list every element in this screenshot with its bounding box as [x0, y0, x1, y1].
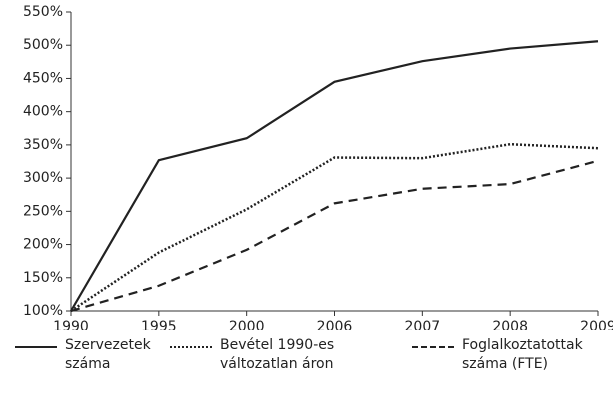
y-tick-label: 250% [23, 203, 63, 219]
x-tick-label: 2007 [405, 319, 441, 330]
legend-item: Foglalkoztatottak száma (FTE) [412, 336, 602, 374]
y-tick-label: 200% [23, 237, 63, 253]
x-tick-label: 1995 [141, 319, 177, 330]
legend-label: Bevétel 1990-es változatlan áron [220, 337, 335, 372]
y-tick-label: 350% [23, 137, 63, 153]
series-line [70, 40, 599, 312]
y-tick-label: 400% [23, 104, 63, 120]
y-tick-label: 150% [23, 270, 63, 286]
legend-label: Foglalkoztatottak száma (FTE) [462, 337, 583, 372]
legend-swatch [15, 346, 57, 348]
series-line [70, 159, 599, 313]
x-tick-label: 2009 [580, 319, 613, 330]
legend-item: Bevétel 1990-es változatlan áron [170, 336, 360, 374]
x-tick-label: 1990 [53, 319, 89, 330]
x-tick-label: 2008 [492, 319, 528, 330]
x-tick-label: 2000 [229, 319, 265, 330]
y-tick-label: 450% [23, 70, 63, 86]
series-line [70, 142, 599, 313]
y-tick-label: 100% [23, 303, 63, 319]
legend-swatch [412, 346, 454, 348]
chart: 100% 150% 200% 250% 300% 350% 400% 450% 500% 550%… [23, 4, 613, 330]
y-tick-label: 500% [23, 37, 63, 53]
x-tick-label: 2006 [317, 319, 353, 330]
y-tick-label: 550% [23, 4, 63, 20]
legend-item: Szervezetek száma [15, 336, 165, 374]
y-tick-label: 300% [23, 170, 63, 186]
legend-swatch [170, 346, 212, 348]
legend-label: Szervezetek száma [65, 337, 151, 372]
legend: Szervezetek száma Bevétel 1990-es változa… [0, 336, 613, 406]
